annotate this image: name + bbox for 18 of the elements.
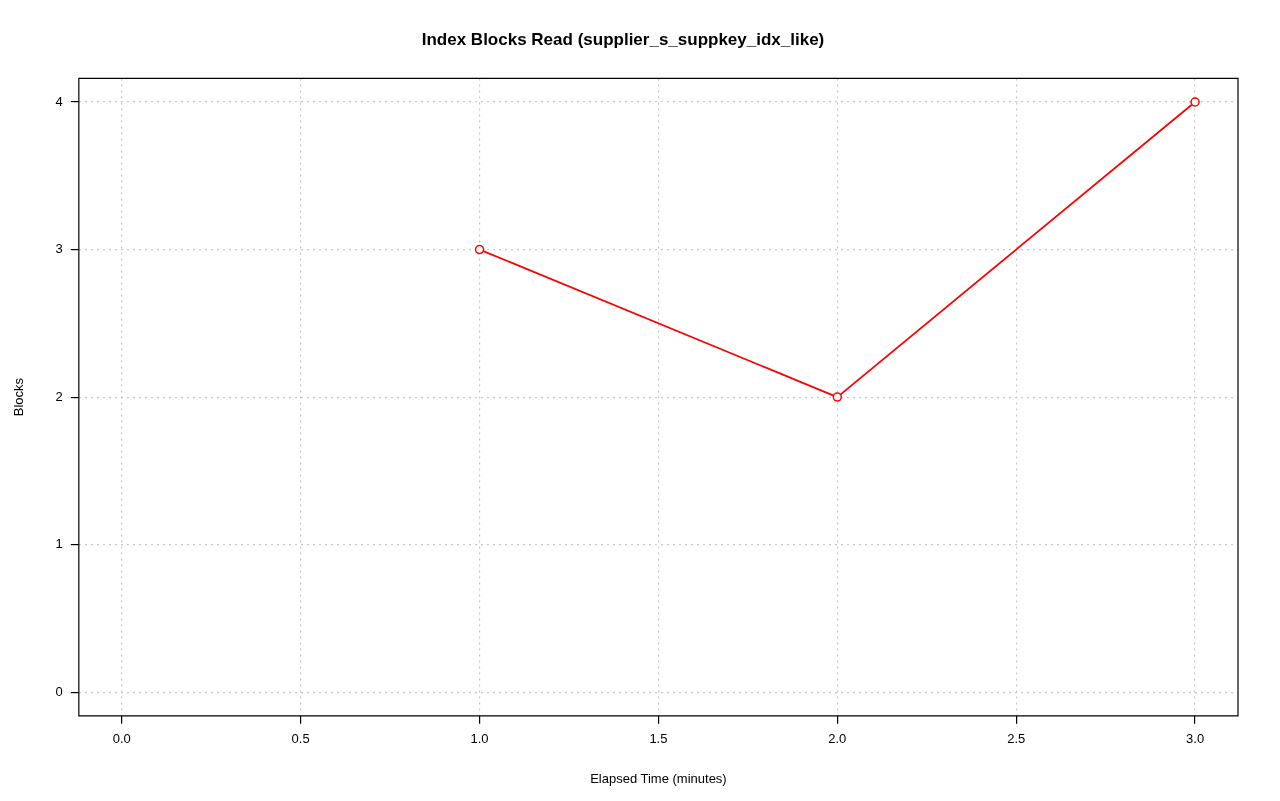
x-tick-label: 0.0	[112, 731, 131, 747]
x-axis-title: Elapsed Time (minutes)	[590, 770, 727, 786]
y-tick-label: 3	[55, 241, 63, 257]
point	[1190, 97, 1200, 107]
y-tick-label: 1	[55, 536, 63, 552]
chart-title: Index Blocks Read (supplier_s_suppkey_idx_like)	[421, 29, 825, 49]
x-tick-label: 3.0	[1186, 731, 1205, 747]
y-tick-label: 2	[55, 388, 63, 404]
point	[832, 392, 843, 402]
y-tick-label: 0	[55, 683, 63, 699]
point	[474, 244, 485, 255]
x-tick-label: 0.5	[291, 731, 310, 747]
x-tick-label: 1.0	[470, 731, 489, 747]
x-tick-label: 2.5	[1007, 731, 1026, 747]
y-axis-title: Blocks	[11, 377, 27, 417]
y-tick-label: 4	[55, 93, 63, 109]
x-tick-label: 2.0	[828, 731, 847, 747]
x-tick-label: 1.5	[649, 731, 668, 747]
